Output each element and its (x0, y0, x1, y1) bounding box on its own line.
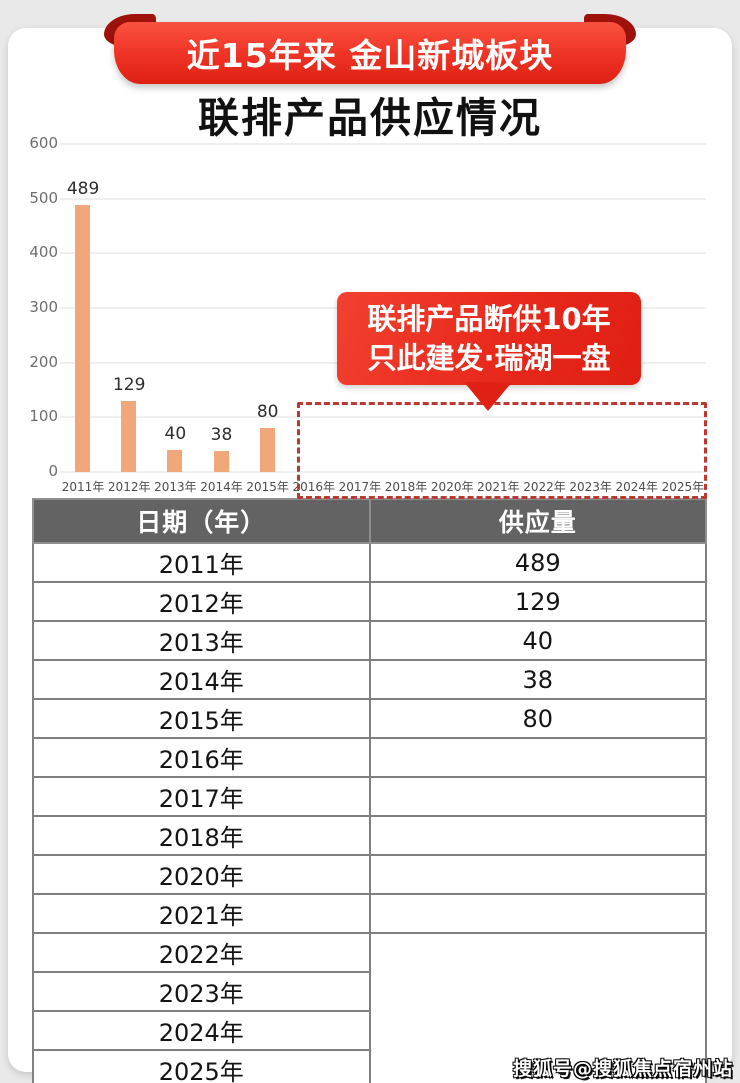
supply-cell: 38 (368, 659, 707, 700)
year-cell: 2025年 (32, 1049, 371, 1083)
year-cell: 2015年 (32, 698, 371, 739)
year-cell: 2023年 (32, 971, 371, 1012)
table-row: 2016年 (32, 737, 707, 778)
x-axis-tick: 2024年 (615, 480, 659, 494)
supply-cell (368, 776, 707, 817)
x-axis-tick: 2023年 (569, 480, 612, 494)
supply-cell: 40 (368, 620, 707, 661)
bar-2011年 (75, 204, 91, 472)
page-title: 联排产品供应情况 (198, 94, 542, 142)
gridline (60, 143, 706, 145)
callout-line1: 联排产品断供10年 (367, 302, 611, 337)
y-axis-tick: 100 (29, 407, 58, 426)
year-cell: 2020年 (32, 854, 371, 895)
x-axis-tick: 2013年 (154, 480, 197, 494)
table-row: 2011年 489 (32, 542, 707, 583)
bar-2013年 (167, 450, 183, 472)
table-row: 2018年 (32, 815, 707, 856)
supply-cell (368, 737, 707, 778)
table-row: 2021年 (32, 893, 707, 934)
y-axis-tick: 400 (29, 243, 58, 262)
x-axis-tick: 2020年 (430, 480, 474, 494)
callout-arrow-icon (464, 382, 512, 411)
callout-line2: 只此建发·瑞湖一盘 (367, 340, 611, 375)
bar-value: 129 (112, 375, 146, 396)
y-axis-tick: 0 (48, 462, 58, 480)
year-cell: 2012年 (32, 581, 371, 622)
table-row: 2013年 40 (32, 620, 707, 661)
supply-cell (368, 854, 707, 895)
x-axis-tick: 2025年 (661, 480, 705, 494)
year-cell: 2017年 (32, 776, 371, 817)
gridline (60, 252, 706, 255)
no-supply-dashed-box (297, 402, 707, 499)
supply-table: 日期（年） 供应量 2011年 489 2012年 129 2013年 40 2014年 38… (32, 498, 707, 1083)
year-cell: 2018年 (32, 815, 371, 856)
bar-value: 40 (164, 424, 187, 445)
bar-2015年 (259, 428, 275, 472)
x-axis-tick: 2022年 (523, 480, 566, 494)
x-axis-tick: 2012年 (107, 480, 151, 494)
watermark: 搜狐号@搜狐焦点宿州站 (512, 1058, 733, 1080)
content-card: 近15年来 金山新城板块 联排产品供应情况 联排产品断供10年 只此建发·瑞湖一… (8, 14, 732, 1083)
y-axis-tick: 600 (29, 134, 58, 152)
bar-value: 489 (66, 178, 100, 199)
bar-value: 38 (210, 425, 233, 446)
y-axis-tick: 500 (29, 188, 58, 207)
x-axis-tick: 2017年 (338, 480, 382, 494)
table-row: 2014年 38 (32, 659, 707, 700)
supply-cell: 489 (368, 542, 707, 583)
table-row: 2024年 (32, 1010, 706, 1051)
gridline (60, 197, 706, 200)
year-cell: 2016年 (32, 737, 371, 778)
y-axis-tick: 300 (29, 298, 58, 316)
ribbon-banner: 近15年来 金山新城板块 (102, 12, 638, 96)
bar-2012年 (121, 401, 137, 472)
table-row: 2020年 (32, 854, 707, 895)
table-row: 2017年 (32, 776, 707, 817)
table-row: 2025年 (32, 1049, 706, 1083)
header-supply-column: 供应量 (368, 498, 707, 544)
ribbon-band: 近15年来 金山新城板块 (114, 22, 626, 84)
year-cell: 2014年 (32, 659, 371, 700)
banner-text: 近15年来 金山新城板块 (186, 36, 554, 75)
bar-2014年 (213, 451, 229, 472)
x-axis-tick: 2011年 (61, 480, 105, 494)
table-row: 2015年 80 (32, 698, 707, 739)
table-header-row: 日期（年） 供应量 (32, 498, 707, 544)
x-axis-tick: 2016年 (292, 480, 336, 494)
year-cell: 2022年 (32, 932, 371, 973)
bar-value: 80 (256, 402, 279, 423)
callout-bubble: 联排产品断供10年 只此建发·瑞湖一盘 (337, 292, 641, 385)
x-axis-tick: 2021年 (477, 480, 520, 494)
supply-cell: 80 (368, 698, 707, 739)
supply-cell (368, 893, 707, 934)
supply-cell (368, 815, 707, 856)
x-axis-tick: 2015年 (246, 480, 289, 494)
x-axis-tick: 2018年 (384, 480, 428, 494)
table-row: 2023年 (32, 971, 706, 1012)
supply-cell: 129 (368, 581, 707, 622)
year-cell: 2011年 (32, 542, 371, 583)
table-row: 2012年 129 (32, 581, 707, 622)
supply-cell (368, 932, 707, 1083)
gridline (60, 416, 706, 419)
year-cell: 2024年 (32, 1010, 371, 1051)
y-axis-tick: 200 (29, 352, 58, 371)
year-cell: 2013年 (32, 620, 371, 661)
gridline (60, 471, 706, 473)
table-row: 2022年 (32, 932, 707, 1083)
year-cell: 2021年 (32, 893, 371, 934)
header-date-column: 日期（年） (32, 498, 371, 544)
x-axis-tick: 2014年 (200, 480, 243, 494)
